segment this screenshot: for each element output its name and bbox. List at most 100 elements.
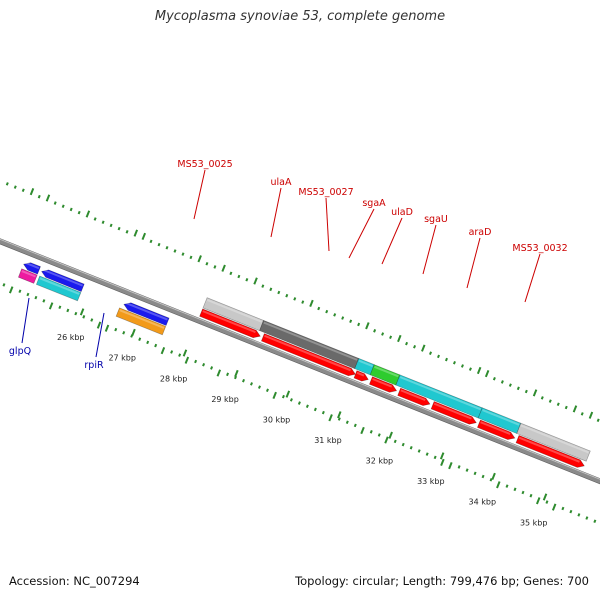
- feature-forward-cds-6[interactable]: [477, 419, 516, 440]
- gc-inner-tick: [160, 346, 166, 355]
- gc-inner-tick: [257, 385, 261, 389]
- gc-inner-tick: [353, 423, 357, 428]
- gc-outer-tick: [317, 306, 321, 311]
- gene-leader-line: [381, 217, 403, 265]
- map-title: Mycoplasma synoviae 53, complete genome: [154, 9, 446, 24]
- gc-outer-tick: [245, 277, 249, 282]
- gc-outer-tick: [37, 194, 41, 199]
- gc-inner-tick: [345, 420, 349, 424]
- feature-forward-cds-7[interactable]: [515, 435, 585, 468]
- gc-outer-tick: [548, 399, 552, 403]
- gc-inner-tick: [384, 436, 389, 444]
- scale-track: 26 kbp 27 kbp 28 kbp 29 kbp 30 kbp 31 kbp 32 k…: [57, 308, 548, 527]
- gc-outer-tick: [492, 376, 496, 381]
- gc-inner-tick: [202, 362, 206, 367]
- gene-label-sgaA[interactable]: sgaA: [362, 198, 386, 209]
- gc-outer-tick: [437, 354, 440, 359]
- gene-label-ulaD[interactable]: ulaD: [391, 207, 413, 218]
- gc-inner-tick: [593, 519, 597, 524]
- genome-backbone: [0, 238, 600, 485]
- scale-tick: [542, 493, 548, 501]
- gc-inner-tick: [360, 426, 365, 435]
- gc-outer-tick: [53, 201, 57, 205]
- gene-label-sgaU[interactable]: sgaU: [424, 214, 448, 225]
- scale-tick: [131, 328, 136, 337]
- gc-outer-tick: [285, 293, 289, 298]
- feature-forward-cds-3[interactable]: [369, 376, 398, 393]
- feature-gloss: [372, 378, 393, 388]
- feature-gloss: [119, 309, 165, 329]
- gc-inner-tick: [337, 417, 341, 421]
- gc-inner-tick: [440, 458, 445, 467]
- feature-gloss: [356, 371, 365, 377]
- gc-outer-tick: [293, 297, 297, 301]
- feature-reverse-1-16[interactable]: [41, 269, 85, 292]
- feature-forward-cds-1[interactable]: [261, 333, 356, 377]
- gc-outer-tick: [45, 194, 51, 202]
- gc-outer-tick: [405, 341, 409, 346]
- feature-forward-blast-14[interactable]: [516, 422, 591, 462]
- gc-outer-tick: [133, 229, 139, 237]
- gc-inner-tick: [433, 455, 437, 460]
- gc-outer-tick: [13, 185, 17, 189]
- feature-reverse-2-20[interactable]: [115, 307, 167, 336]
- gc-inner-tick: [34, 295, 38, 300]
- feature-reverse-2-18[interactable]: [18, 268, 38, 284]
- scale-label: 33 kbp: [417, 477, 445, 486]
- gc-outer-tick: [69, 207, 73, 212]
- scale-label: 35 kbp: [520, 518, 548, 527]
- gc-outer-tick: [269, 287, 273, 292]
- feature-forward-cds-2[interactable]: [353, 370, 369, 382]
- gc-outer-tick: [413, 345, 417, 349]
- gc-outer-tick: [421, 344, 426, 352]
- gene-label-MS53_0025[interactable]: MS53_0025: [177, 159, 232, 170]
- gc-outer-tick: [173, 249, 177, 253]
- gc-inner-tick: [74, 311, 78, 316]
- gc-outer-tick: [500, 380, 504, 384]
- gc-inner-tick: [369, 430, 373, 434]
- feature-forward-cds-0[interactable]: [199, 308, 261, 339]
- gc-outer-tick: [93, 217, 97, 221]
- feature-tracks: [18, 261, 591, 468]
- gene-leader-line: [524, 253, 541, 303]
- feature-reverse-1-17[interactable]: [123, 302, 170, 326]
- feature-gloss: [263, 321, 358, 361]
- feature-reverse-2-19[interactable]: [36, 275, 82, 302]
- gc-inner-tick: [90, 318, 94, 322]
- feature-gloss: [520, 424, 589, 454]
- gc-inner-tick: [154, 343, 158, 348]
- gc-outer-tick: [5, 182, 9, 186]
- gc-inner-tick: [96, 321, 102, 329]
- feature-forward-cds-4[interactable]: [397, 387, 431, 406]
- gc-outer-tick: [157, 242, 161, 247]
- gene-label-MS53_0032[interactable]: MS53_0032: [512, 243, 567, 254]
- scale-label: 30 kbp: [263, 415, 291, 424]
- gc-inner-tick: [425, 452, 429, 456]
- gene-label-ulaA[interactable]: ulaA: [271, 177, 292, 188]
- scale-tick: [182, 349, 188, 357]
- gene-label-rpiR[interactable]: rpiR: [84, 360, 104, 371]
- gene-label-araD[interactable]: araD: [469, 227, 492, 238]
- gc-outer-tick: [532, 389, 538, 397]
- gc-inner-tick: [272, 391, 277, 399]
- gc-inner-tick: [82, 315, 86, 319]
- gc-inner-tick: [122, 331, 126, 335]
- feature-reverse-1-15[interactable]: [23, 262, 41, 275]
- gene-leader-line: [95, 312, 105, 358]
- gc-outer-tick: [29, 188, 35, 196]
- gc-inner-tick: [489, 477, 493, 482]
- gene-label-glpQ[interactable]: glpQ: [9, 346, 31, 357]
- gene-label-MS53_0027[interactable]: MS53_0027: [298, 187, 353, 198]
- gc-inner-tick: [585, 516, 589, 520]
- gc-outer-tick: [516, 386, 520, 391]
- gc-outer-tick: [181, 252, 185, 256]
- gene-leader-line: [21, 297, 30, 344]
- gc-inner-tick: [170, 350, 174, 354]
- feature-gloss: [399, 376, 481, 411]
- gc-inner-tick: [289, 398, 293, 402]
- gc-inner-tick: [226, 372, 230, 377]
- feature-forward-cds-5[interactable]: [430, 401, 477, 425]
- backbone-highlight: [0, 238, 600, 480]
